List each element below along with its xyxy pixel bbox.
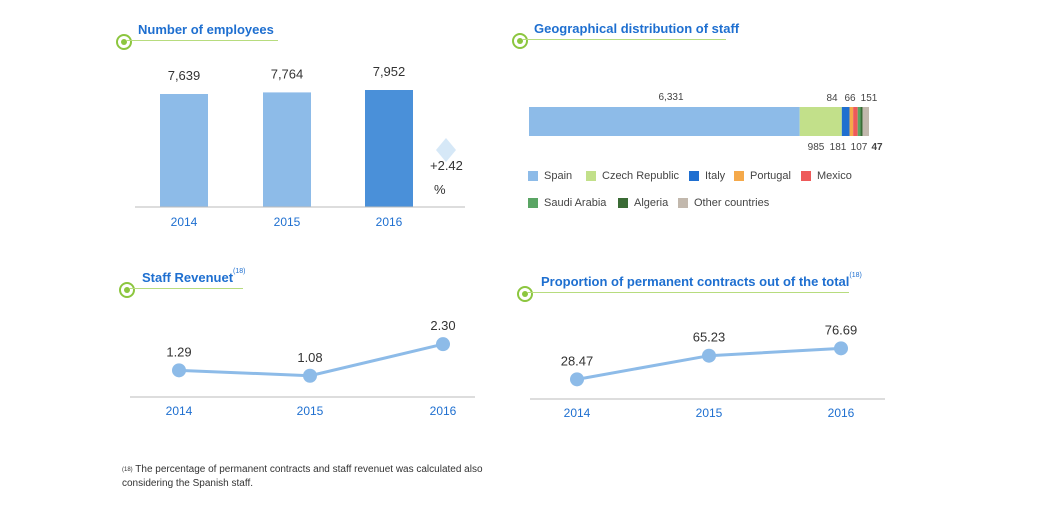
geo-bar-segment bbox=[841, 107, 850, 136]
growth-value: +2.42 bbox=[430, 158, 463, 173]
legend-label: Portugal bbox=[750, 170, 791, 182]
x-tick-label: 2016 bbox=[430, 404, 457, 418]
data-label: 28.47 bbox=[561, 353, 594, 368]
legend-swatch bbox=[528, 198, 538, 208]
legend-item: Other countries bbox=[678, 197, 769, 209]
legend-label: Saudi Arabia bbox=[544, 197, 607, 209]
legend-swatch bbox=[689, 171, 699, 181]
data-point bbox=[172, 363, 186, 378]
legend-item: Spain bbox=[528, 170, 572, 182]
x-tick-label: 2014 bbox=[564, 406, 591, 420]
geo-value-label: 84 bbox=[826, 93, 838, 104]
title-underline bbox=[522, 39, 726, 40]
revenuet-chart: 1.29 2014 1.08 2015 2.30 2016 bbox=[130, 318, 475, 418]
geo-legend: Spain Czech Republic Italy Portugal Mexico Sa… bbox=[528, 170, 908, 215]
legend-label: Other countries bbox=[694, 197, 770, 209]
x-tick-label: 2015 bbox=[696, 406, 723, 420]
geo-chart: 6,331 985 181 84 107 66 47 151 bbox=[529, 92, 883, 153]
geo-value-label: 6,331 bbox=[658, 92, 683, 103]
legend-swatch bbox=[528, 171, 538, 181]
footnote-ref: (18) bbox=[849, 272, 862, 279]
legend-item: Algeria bbox=[618, 197, 668, 209]
data-label: 1.29 bbox=[166, 344, 191, 359]
growth-unit: % bbox=[434, 182, 446, 197]
geo-bar-segment bbox=[529, 107, 800, 136]
data-point bbox=[702, 348, 716, 363]
employees-value-label: 7,764 bbox=[271, 66, 304, 81]
legend-label: Algeria bbox=[634, 197, 669, 209]
employees-tick-label: 2015 bbox=[274, 215, 301, 229]
footnote: (18) The percentage of permanent contrac… bbox=[122, 463, 502, 491]
revenuet-title: Staff Revenuet(18) bbox=[142, 268, 246, 285]
footnote-mark: (18) bbox=[122, 467, 133, 473]
legend-swatch bbox=[678, 198, 688, 208]
legend-item: Mexico bbox=[801, 170, 852, 182]
employees-bar bbox=[160, 94, 208, 207]
geo-bar-segment bbox=[853, 107, 858, 136]
revenuet-title-text: Staff Revenuet bbox=[142, 270, 234, 285]
legend-item: Saudi Arabia bbox=[528, 197, 606, 209]
employees-bar bbox=[365, 90, 413, 207]
data-point bbox=[834, 341, 848, 356]
legend-swatch bbox=[734, 171, 744, 181]
geo-bar-segment bbox=[860, 107, 863, 136]
geo-bar-segment bbox=[857, 107, 861, 136]
legend-swatch bbox=[801, 171, 811, 181]
geo-value-label: 985 bbox=[808, 142, 825, 153]
geo-value-label: 151 bbox=[861, 93, 878, 104]
employees-value-label: 7,952 bbox=[373, 64, 406, 79]
legend-label: Italy bbox=[705, 170, 726, 182]
title-underline bbox=[129, 288, 243, 289]
data-label: 65.23 bbox=[693, 330, 726, 345]
geo-title: Geographical distribution of staff bbox=[534, 21, 740, 36]
employees-tick-label: 2016 bbox=[376, 215, 403, 229]
legend-label: Czech Republic bbox=[602, 170, 680, 182]
title-bullet-icon bbox=[119, 282, 135, 298]
legend-swatch bbox=[586, 171, 596, 181]
legend-swatch bbox=[618, 198, 628, 208]
data-label: 1.08 bbox=[297, 350, 322, 365]
title-underline bbox=[527, 292, 849, 293]
permanent-title: Proportion of permanent contracts out of… bbox=[541, 272, 862, 289]
title-bullet-icon bbox=[116, 34, 132, 50]
geo-bar-segment bbox=[799, 107, 842, 136]
x-tick-label: 2016 bbox=[828, 406, 855, 420]
legend-label: Spain bbox=[544, 170, 573, 182]
legend-item: Portugal bbox=[734, 170, 791, 182]
title-bullet-icon bbox=[512, 33, 528, 49]
geo-value-label: 107 bbox=[851, 142, 868, 153]
data-label: 2.30 bbox=[430, 318, 455, 333]
data-point bbox=[303, 368, 317, 383]
title-bullet-icon bbox=[517, 286, 533, 302]
growth-diamond-icon bbox=[436, 138, 456, 162]
employees-title: Number of employees bbox=[138, 22, 274, 37]
geo-bar-segment bbox=[849, 107, 854, 136]
geo-value-label: 47 bbox=[871, 142, 883, 153]
footnote-ref: (18) bbox=[233, 268, 246, 275]
permanent-title-text: Proportion of permanent contracts out of… bbox=[541, 274, 850, 289]
employees-value-label: 7,639 bbox=[168, 68, 201, 83]
permanent-chart: 28.47 2014 65.23 2015 76.69 2016 bbox=[530, 322, 885, 420]
data-point bbox=[436, 337, 450, 352]
legend-item: Czech Republic bbox=[586, 170, 679, 182]
geo-value-label: 181 bbox=[830, 142, 847, 153]
geo-value-label: 66 bbox=[844, 93, 856, 104]
data-label: 76.69 bbox=[825, 322, 858, 337]
x-tick-label: 2015 bbox=[297, 404, 324, 418]
legend-label: Mexico bbox=[817, 170, 852, 182]
x-tick-label: 2014 bbox=[166, 404, 193, 418]
employees-chart: 7,639 2014 7,764 2015 7,952 2016 bbox=[135, 64, 465, 229]
employees-bar bbox=[263, 92, 311, 207]
title-underline bbox=[126, 40, 278, 41]
footnote-text: The percentage of permanent contracts an… bbox=[122, 464, 483, 489]
employees-tick-label: 2014 bbox=[171, 215, 198, 229]
geo-bar-segment bbox=[862, 107, 869, 136]
data-point bbox=[570, 372, 584, 387]
legend-item: Italy bbox=[689, 170, 725, 182]
